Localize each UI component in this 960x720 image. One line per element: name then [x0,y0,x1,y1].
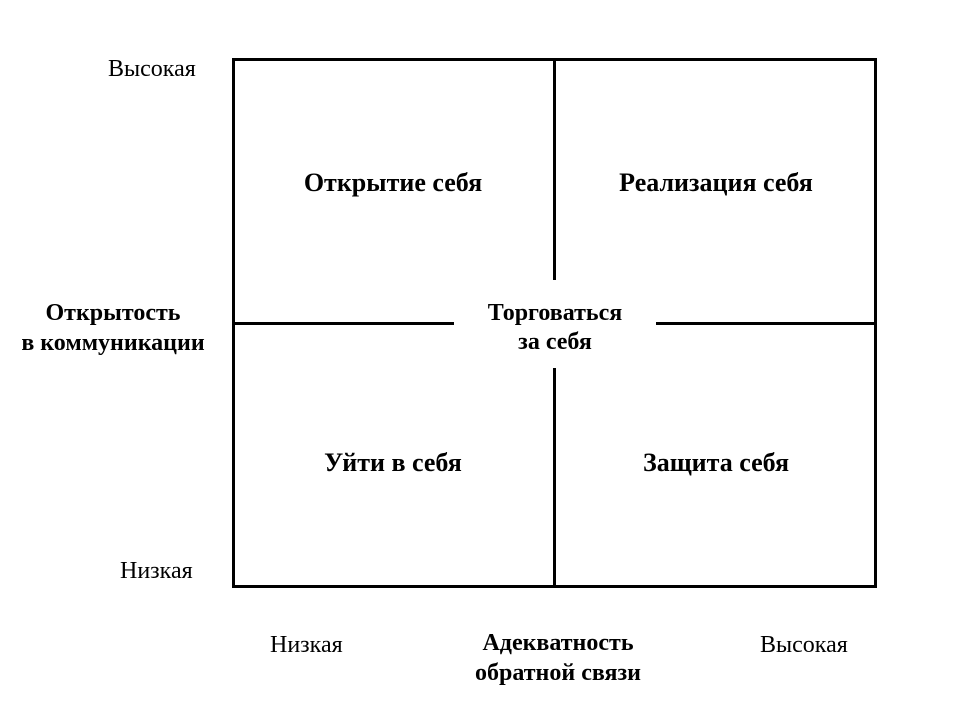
x-axis-high: Высокая [760,632,848,659]
x-axis-title-line2: обратной связи [428,658,688,688]
matrix-divider-horizontal-left [232,322,454,325]
quadrant-top-right: Реализация себя [555,168,877,198]
quadrant-bottom-left: Уйти в себя [232,448,554,478]
x-axis-low: Низкая [270,632,343,659]
center-label-line1: Торговаться [461,299,649,328]
y-axis-title: Открытость в коммуникации [0,298,226,358]
x-axis-title-line1: Адекватность [428,628,688,658]
matrix-divider-horizontal-right [656,322,877,325]
quadrant-bottom-right: Защита себя [555,448,877,478]
matrix-divider-vertical-bottom [553,368,556,588]
y-axis-title-line2: в коммуникации [0,328,226,358]
x-axis-title: Адекватность обратной связи [428,628,688,688]
center-label-line2: за себя [461,328,649,357]
diagram-container: Открытие себя Реализация себя Уйти в себ… [0,0,960,720]
y-axis-high: Высокая [108,56,196,83]
y-axis-title-line1: Открытость [0,298,226,328]
y-axis-low: Низкая [120,558,193,585]
quadrant-top-left: Открытие себя [232,168,554,198]
center-label: Торговаться за себя [455,295,655,361]
